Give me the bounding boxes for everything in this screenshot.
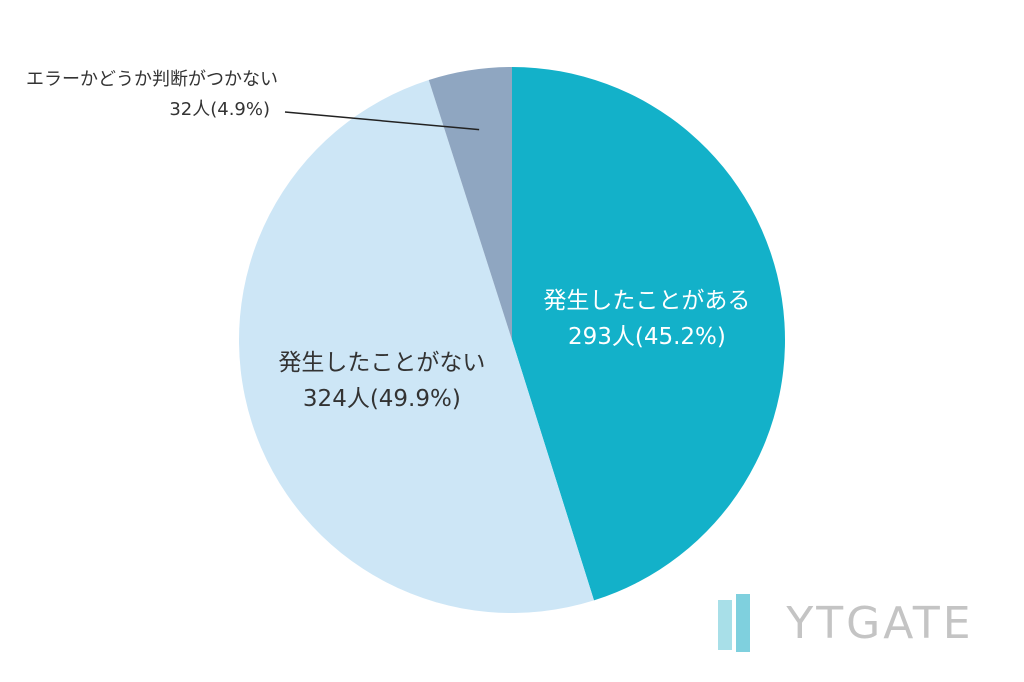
watermark: YTGATE: [785, 598, 973, 649]
slice-label: 発生したことがない: [278, 350, 485, 376]
logo-icon: [718, 600, 732, 650]
slice-value-label: 293人(45.2%): [568, 324, 726, 350]
slice-label: エラーかどうか判断がつかない: [26, 69, 278, 90]
slice-label: 発生したことがある: [543, 288, 750, 314]
logo-icon: [736, 594, 750, 652]
pie-slice: [239, 79, 594, 613]
pie-slice: [428, 67, 512, 340]
slice-value-label: 324人(49.9%): [303, 386, 461, 412]
slice-value-label: 32人(4.9%): [169, 99, 270, 120]
pie-slice: [512, 67, 785, 601]
logo: YTGATE: [718, 594, 973, 652]
leader-line: [284, 111, 480, 131]
